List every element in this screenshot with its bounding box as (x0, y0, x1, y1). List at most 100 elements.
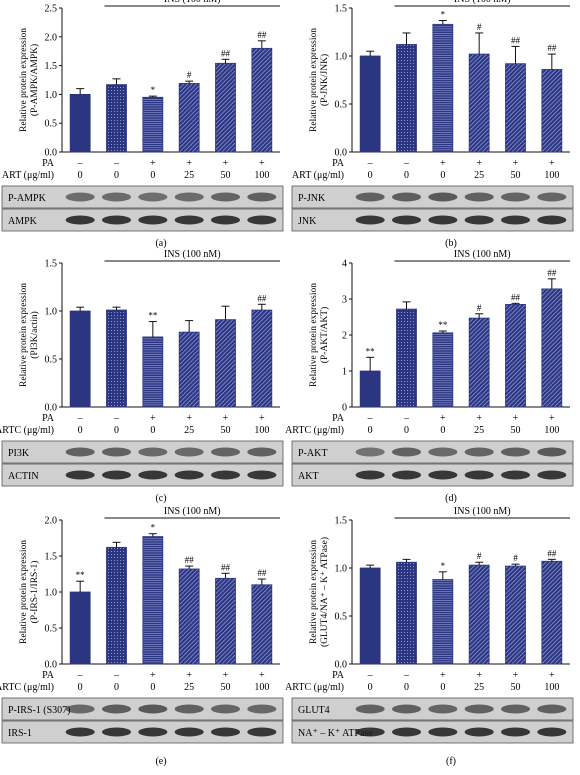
blot-band (210, 470, 241, 480)
dose-value: 0 (114, 170, 119, 181)
significance-label: ## (511, 292, 521, 302)
bar (468, 317, 490, 408)
y-tick-label: 0.5 (45, 624, 58, 635)
dose-value: 0 (404, 425, 409, 436)
chart-e: 0.0 0.5 1.0 1.5 2.0 Relative protein expressi… (0, 506, 284, 767)
significance-label: ** (76, 570, 86, 580)
blot-band (247, 447, 277, 457)
blot-band (537, 447, 567, 457)
bar (432, 332, 454, 408)
treatment-row-label: ARTC (μg/ml) (0, 425, 54, 436)
pa-value: + (513, 413, 519, 424)
blot-band (537, 470, 567, 480)
blot-band (500, 470, 531, 480)
dose-value: 100 (254, 170, 269, 181)
bar (106, 546, 127, 665)
significance-label: ## (221, 48, 231, 58)
blot-band (174, 192, 204, 202)
y-tick-label: 2 (342, 331, 347, 342)
blot-band (355, 704, 385, 714)
panel-f: 0.0 0.5 1.0 1.5 Relative protein expression(… (285, 506, 580, 770)
dose-value: 25 (184, 425, 194, 436)
pa-value: – (113, 158, 120, 169)
bar (251, 47, 273, 153)
bar (178, 83, 200, 153)
blot-band (138, 704, 168, 714)
y-tick-label: 1.5 (45, 552, 58, 563)
blot-label: AMPK (8, 216, 38, 227)
pa-value: + (186, 670, 192, 681)
significance-label: ** (366, 346, 376, 356)
blot-band (138, 215, 168, 225)
significance-label: * (441, 9, 446, 19)
bar (541, 560, 563, 665)
bar (69, 591, 91, 665)
significance-label: * (151, 85, 156, 95)
bar (178, 331, 200, 408)
blot-band (138, 727, 168, 737)
dose-value: 100 (254, 425, 269, 436)
y-tick-label: 1.5 (45, 259, 58, 270)
y-tick-label: 0.0 (45, 403, 58, 414)
pa-value: + (549, 670, 555, 681)
pa-value: + (440, 158, 446, 169)
pa-row-label: PA (332, 670, 345, 681)
bar (142, 96, 164, 153)
y-axis-label: (GLUT4/NA⁺ – K⁺ ATPase) (319, 537, 330, 647)
dose-value: 0 (368, 170, 373, 181)
bar (178, 568, 200, 665)
bar (505, 565, 526, 665)
dose-value: 50 (221, 425, 231, 436)
blot-band (355, 447, 385, 457)
blot-band (537, 192, 567, 202)
significance-label: # (477, 303, 482, 313)
y-axis-label: (P-AKT/AKT) (319, 307, 330, 363)
panel-label: (d) (445, 493, 457, 504)
dose-value: 25 (474, 682, 484, 693)
pa-value: + (259, 670, 265, 681)
blot-band (138, 470, 168, 480)
blot-band (428, 470, 458, 480)
blot-band (174, 447, 204, 457)
blot-band (464, 470, 494, 480)
bar (106, 309, 127, 408)
y-axis-label: Relative protein expression (19, 283, 29, 387)
bar (359, 567, 381, 665)
treatment-row-label: ART (μg/ml) (292, 170, 344, 181)
significance-label: ## (547, 43, 557, 53)
dose-value: 25 (184, 170, 194, 181)
significance-label: ## (257, 293, 267, 303)
pa-value: + (150, 413, 156, 424)
pa-value: – (367, 158, 374, 169)
blot-band (355, 470, 385, 480)
y-tick-label: 3 (342, 295, 347, 306)
pa-value: + (440, 413, 446, 424)
blot-band (174, 470, 204, 480)
pa-row-label: PA (332, 413, 345, 424)
pa-value: – (77, 413, 84, 424)
blot-band (65, 447, 95, 457)
blot-band (65, 470, 95, 480)
pa-value: + (476, 158, 482, 169)
y-tick-label: 0.0 (335, 148, 348, 159)
pa-value: – (367, 670, 374, 681)
blot-band (65, 215, 95, 225)
dose-value: 100 (544, 170, 559, 181)
blot-label: P-AMPK (8, 193, 47, 204)
bar (505, 304, 526, 408)
pa-row-label: PA (332, 158, 345, 169)
blot-label: NA⁺ – K⁺ ATPase (298, 728, 373, 739)
significance-label: ** (438, 320, 448, 330)
blot-band (464, 447, 494, 457)
pa-value: + (476, 413, 482, 424)
pa-value: + (223, 158, 229, 169)
blot-band (101, 470, 132, 480)
pa-value: – (403, 413, 410, 424)
bar (69, 310, 91, 408)
significance-label: # (477, 22, 482, 32)
dose-value: 0 (78, 170, 83, 181)
significance-label: # (477, 551, 482, 561)
dose-value: 0 (440, 682, 445, 693)
